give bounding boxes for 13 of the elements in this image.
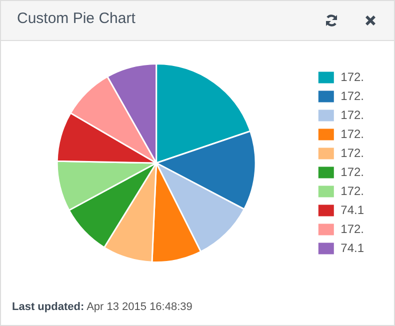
legend-label: 172. [340, 222, 364, 236]
legend-label: 172. [340, 88, 364, 103]
legend-label: 172. [340, 164, 364, 179]
legend-label: 74.1 [340, 202, 364, 217]
legend-label: 172. [340, 146, 364, 160]
legend-label: 172. [340, 108, 364, 122]
chart-title: Custom Pie Chart [17, 10, 136, 27]
legend-label: 172. [340, 70, 364, 84]
text: Apr 13 2015 16:48:39 [86, 301, 192, 313]
text: Last updated: [12, 301, 84, 313]
legend-label: 172. [340, 184, 364, 198]
legend-label: 74.1 [340, 240, 364, 255]
legend-label: 172. [340, 126, 364, 141]
